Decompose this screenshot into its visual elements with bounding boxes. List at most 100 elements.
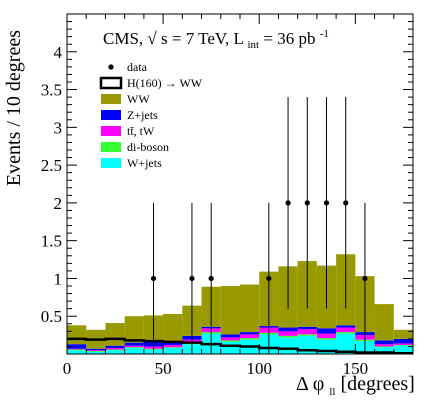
bar-ww-0	[67, 325, 87, 345]
y-tick-label-1: 1	[54, 269, 63, 288]
bar-ww-16	[374, 304, 394, 341]
legend-label-di-boson: di-boson	[127, 140, 169, 154]
bar-tt-tw-0	[67, 348, 87, 350]
bar-di-boson-12	[297, 334, 317, 336]
bar-di-boson-16	[374, 346, 394, 348]
data-point-7	[343, 200, 349, 206]
bar-w-jets-8	[220, 341, 240, 354]
y-axis-title: Events / 10 degrees	[3, 30, 25, 186]
x-axis-title-sub: ll	[329, 386, 335, 398]
bar-z-jets-5	[163, 342, 183, 345]
bar-ww-8	[220, 286, 240, 335]
bar-w-jets-16	[374, 347, 394, 354]
bar-z-jets-14	[336, 325, 356, 328]
bar-di-boson-11	[278, 335, 298, 338]
bar-z-jets-13	[316, 328, 337, 334]
bar-ww-5	[163, 313, 183, 343]
bar-z-jets-11	[278, 327, 298, 332]
bar-di-boson-5	[163, 347, 183, 348]
legend-swatch-z-jets	[101, 110, 121, 120]
bar-di-boson-8	[220, 340, 240, 342]
bar-w-jets-1	[86, 351, 106, 354]
data-point-5	[304, 200, 310, 206]
bar-tt-tw-1	[86, 350, 106, 351]
x-axis-title: Δ φ ll [degrees]	[296, 373, 415, 400]
bar-tt-tw-3	[124, 345, 144, 348]
bar-z-jets-12	[297, 326, 317, 330]
bar-tt-tw-12	[297, 329, 317, 335]
y-tick-label-2.5: 2.5	[41, 156, 62, 175]
bar-z-jets-2	[105, 345, 125, 348]
header-lumi-sup: -1	[320, 28, 329, 40]
bar-w-jets-17	[393, 345, 413, 354]
legend-swatch-w-jets	[101, 158, 121, 168]
x-tick-label-150: 150	[343, 359, 369, 378]
data-point-0	[150, 275, 157, 282]
bar-ww-2	[105, 323, 125, 346]
y-tick-label-2: 2	[54, 194, 63, 213]
legend-label-w-jets: W+jets	[127, 156, 162, 170]
bar-tt-tw-5	[163, 344, 183, 348]
bar-z-jets-8	[220, 334, 240, 338]
bar-w-jets-5	[163, 347, 183, 354]
legend-swatch-signal	[99, 76, 123, 90]
data-point-1	[189, 275, 195, 282]
signal-histogram	[67, 337, 413, 355]
bar-w-jets-0	[67, 350, 87, 354]
bar-tt-tw-16	[374, 344, 394, 347]
y-tick-label-3.5: 3.5	[41, 81, 62, 100]
bar-tt-tw-11	[278, 331, 298, 336]
bar-z-jets-16	[374, 340, 394, 345]
bar-tt-tw-8	[220, 337, 240, 341]
data-point-8	[362, 275, 368, 282]
header-prefix: CMS,	[103, 29, 143, 48]
x-axis-title-main: Δ φ	[296, 373, 324, 395]
legend-marker-data	[108, 64, 114, 70]
bar-z-jets-9	[240, 332, 260, 335]
data-point-2	[208, 275, 214, 282]
experiment-header: CMS, √ s = 7 TeV, L int = 36 pb -1	[103, 28, 329, 52]
bar-z-jets-0	[67, 344, 87, 349]
bar-z-jets-17	[393, 338, 413, 344]
data-point-3	[266, 275, 272, 282]
header-lumi-sub: int	[248, 39, 260, 51]
legend-swatch-ww	[101, 94, 121, 104]
x-tick-label-50: 50	[155, 359, 172, 378]
bar-di-boson-3	[124, 347, 144, 348]
bar-z-jets-3	[124, 342, 144, 346]
legend: data H(160) → WW WW Z+jets tt̄, tW di-boson W+…	[99, 60, 203, 170]
bar-di-boson-2	[105, 349, 125, 351]
bar-w-jets-14	[336, 333, 356, 354]
bar-tt-tw-17	[393, 343, 413, 345]
bar-w-jets-2	[105, 350, 125, 354]
data-points	[150, 97, 368, 354]
y-tick-label-4: 4	[54, 43, 63, 62]
bar-tt-tw-13	[316, 333, 337, 339]
bar-w-jets-3	[124, 347, 144, 354]
bar-tt-tw-14	[336, 327, 356, 333]
bar-w-jets-11	[278, 337, 298, 354]
x-tick-label-0: 0	[63, 359, 72, 378]
header-sqrt: √	[147, 29, 157, 48]
header-lumi-value: = 36 pb	[263, 29, 315, 48]
bar-di-boson-0	[67, 349, 87, 351]
bar-z-jets-1	[86, 348, 106, 351]
header-energy: s = 7 TeV, L	[161, 29, 243, 48]
bar-tt-tw-9	[240, 334, 260, 339]
y-tick-label-0.5: 0.5	[41, 307, 62, 326]
x-axis-title-unit: [degrees]	[340, 373, 414, 395]
data-point-4	[285, 200, 291, 206]
y-tick-label-3: 3	[54, 118, 63, 137]
data-point-6	[323, 200, 330, 206]
bar-di-boson-13	[316, 338, 337, 340]
legend-label-ww: WW	[127, 92, 150, 106]
legend-label-h-160-ww: H(160) → WW	[127, 76, 203, 90]
y-tick-label-1.5: 1.5	[41, 232, 62, 251]
legend-swatch-di-boson	[101, 142, 121, 152]
bar-ww-17	[393, 329, 413, 339]
bar-tt-tw-2	[105, 347, 125, 350]
bar-di-boson-9	[240, 338, 260, 340]
legend-label-data: data	[127, 60, 148, 74]
x-tick-label-100: 100	[246, 359, 272, 378]
